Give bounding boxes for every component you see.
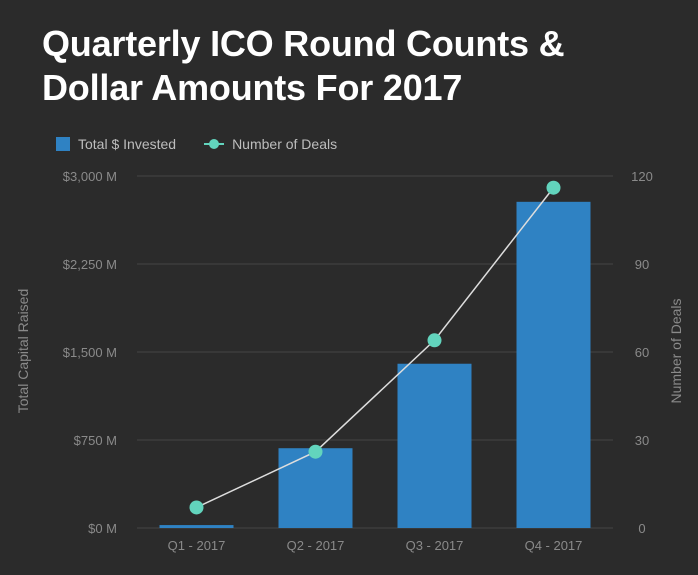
x-axis-ticks: Q1 - 2017 Q2 - 2017 Q3 - 2017 Q4 - 2017 xyxy=(168,538,583,553)
bar-q4-2017 xyxy=(516,201,591,528)
chart-legend: Total $ Invested Number of Deals xyxy=(56,134,365,154)
chart-title: Quarterly ICO Round Counts & Dollar Amou… xyxy=(42,23,565,108)
bar-q3-2017 xyxy=(397,363,472,528)
bar-q1-2017 xyxy=(159,525,234,528)
y2-tick-label: 90 xyxy=(635,257,649,272)
y2-tick-label: 0 xyxy=(638,521,645,536)
y2-axis-title: Number of Deals xyxy=(668,298,684,403)
legend-label-line: Number of Deals xyxy=(232,136,338,152)
x-tick-label: Q3 - 2017 xyxy=(406,538,464,553)
legend-item-bars: Total $ Invested xyxy=(56,136,176,152)
bars xyxy=(159,201,591,528)
y-tick-label: $3,000 M xyxy=(63,169,117,184)
y-tick-label: $750 M xyxy=(74,433,117,448)
legend-bar-swatch xyxy=(56,137,70,151)
y-axis-title: Total Capital Raised xyxy=(15,289,31,414)
deals-line-path xyxy=(196,187,555,509)
deals-line xyxy=(189,180,561,515)
deals-point-q1-2017 xyxy=(189,500,204,515)
y-tick-label: $0 M xyxy=(88,521,117,536)
x-tick-label: Q1 - 2017 xyxy=(168,538,226,553)
deals-point-q2-2017 xyxy=(308,444,323,459)
deals-point-q4-2017 xyxy=(546,180,561,195)
legend-item-line: Number of Deals xyxy=(204,136,337,152)
y2-tick-label: 120 xyxy=(631,169,653,184)
x-tick-label: Q4 - 2017 xyxy=(525,538,583,553)
right-axis-ticks: 0 30 60 90 120 xyxy=(631,169,653,536)
legend-label-bars: Total $ Invested xyxy=(78,136,177,152)
bar-q2-2017 xyxy=(278,448,353,528)
legend-line-swatch xyxy=(204,137,225,151)
left-axis-ticks: $0 M $750 M $1,500 M $2,250 M $3,000 M xyxy=(63,169,117,536)
y2-tick-label: 60 xyxy=(635,345,649,360)
y2-tick-label: 30 xyxy=(635,433,649,448)
y-tick-label: $2,250 M xyxy=(63,257,117,272)
deals-point-q3-2017 xyxy=(427,333,442,348)
y-tick-label: $1,500 M xyxy=(63,345,117,360)
x-tick-label: Q2 - 2017 xyxy=(287,538,345,553)
